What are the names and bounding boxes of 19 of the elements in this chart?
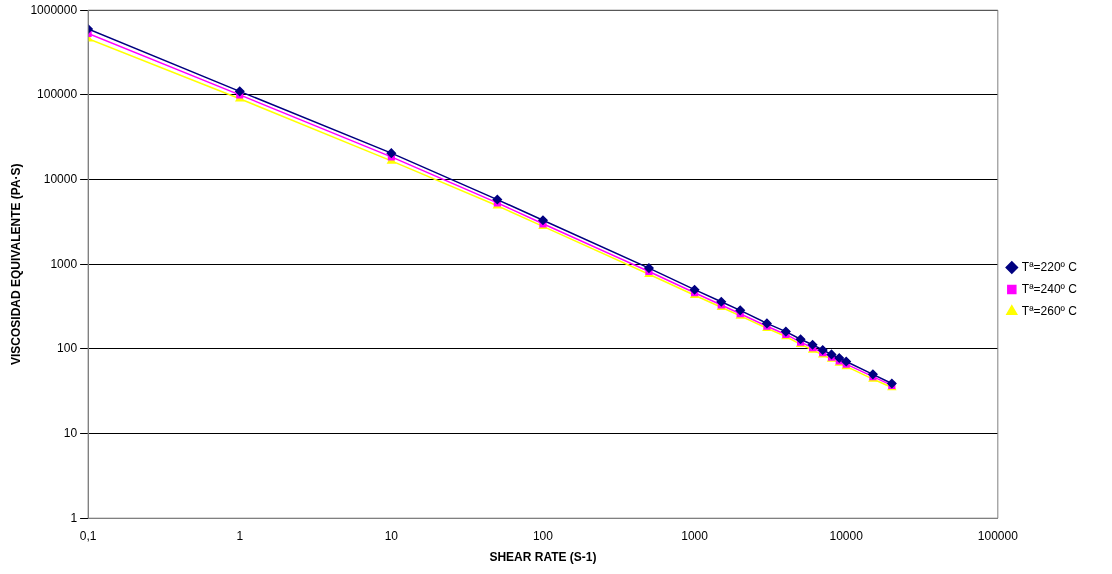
x-tick-label: 10 [384, 528, 399, 543]
y-tick-label: 100000 [37, 87, 78, 102]
x-tick-label: 0,1 [79, 528, 97, 543]
legend-label: Tª=220º C [1021, 259, 1078, 274]
x-axis-title: SHEAR RATE (S-1) [489, 550, 597, 565]
y-tick-label: 10000 [43, 171, 78, 186]
legend-label: Tª=260º C [1021, 303, 1078, 318]
x-tick-label: 1000 [681, 528, 709, 543]
legend-label: Tª=240º C [1021, 281, 1078, 296]
x-tick-label: 100000 [977, 528, 1019, 543]
y-tick-label: 1000 [50, 256, 78, 271]
y-tick-label: 100 [57, 341, 78, 356]
y-axis-title: VISCOSIDAD EQUIVALENTE (PA·S) [8, 163, 23, 365]
y-tick-label: 10 [63, 425, 78, 440]
x-tick-label: 100 [532, 528, 554, 543]
y-tick-label: 1 [70, 510, 78, 525]
x-tick-label: 1 [236, 528, 244, 543]
y-tick-label: 1000000 [30, 2, 78, 17]
x-tick-label: 10000 [829, 528, 864, 543]
